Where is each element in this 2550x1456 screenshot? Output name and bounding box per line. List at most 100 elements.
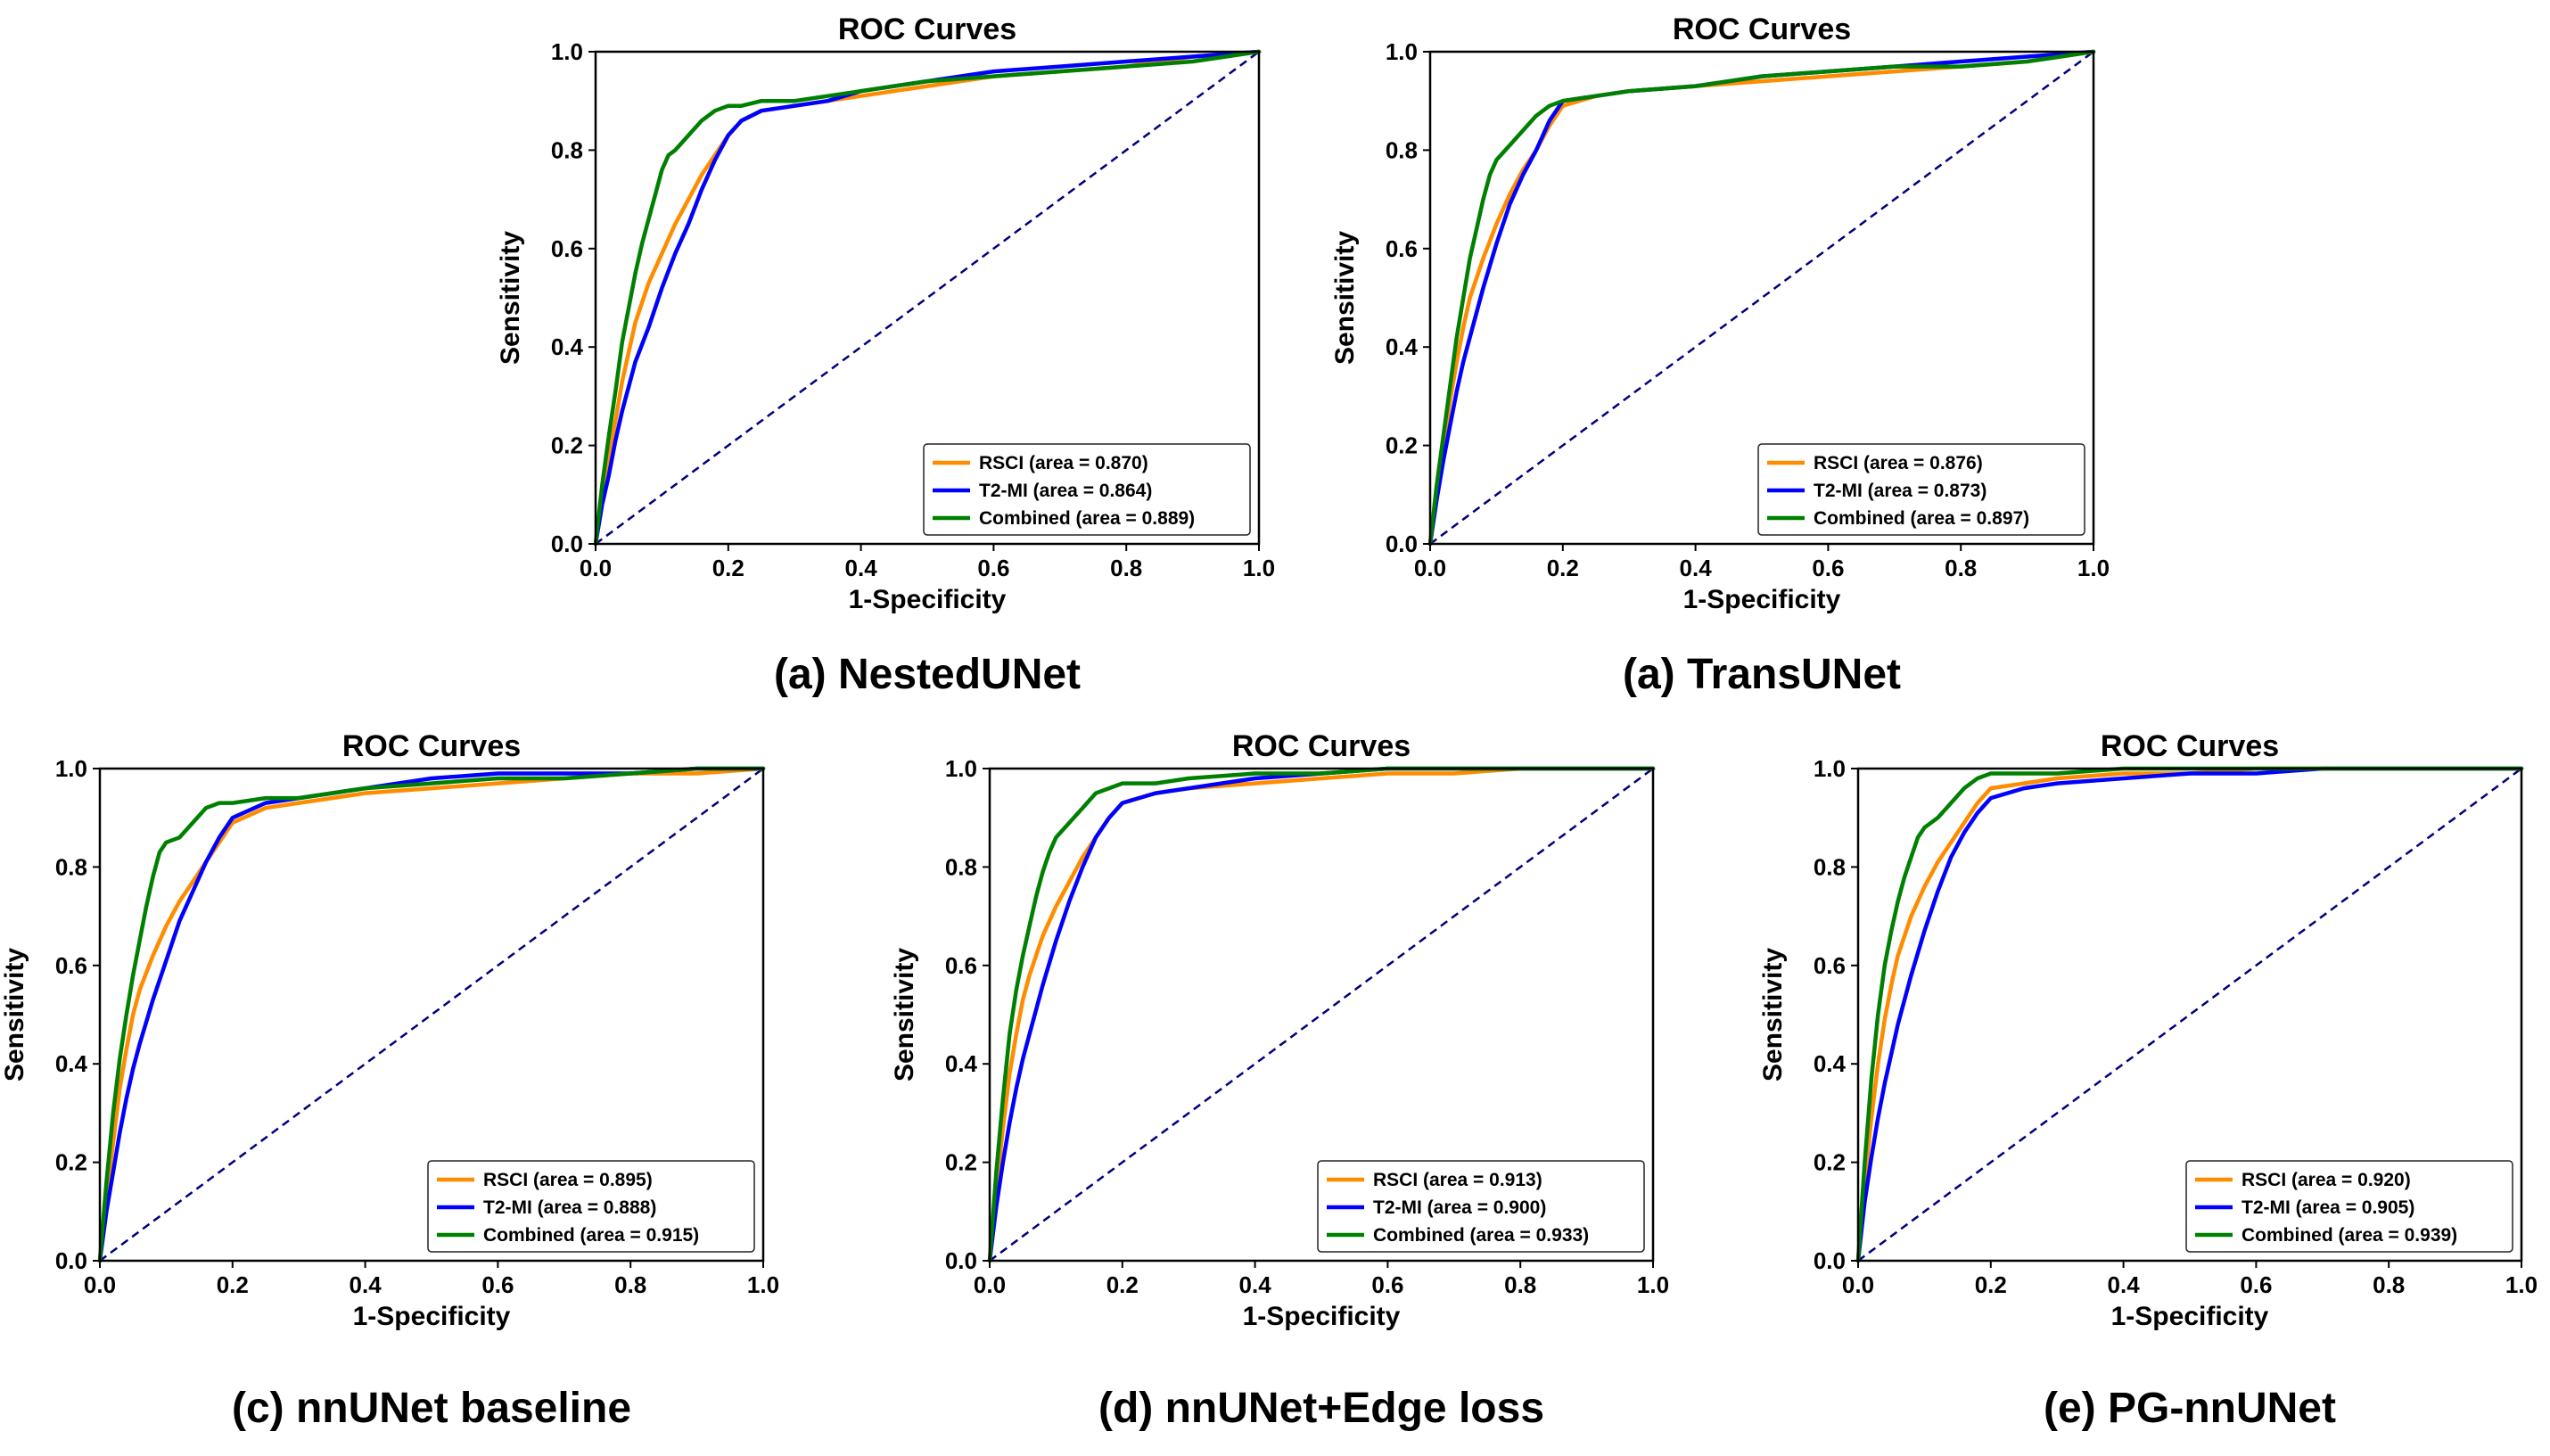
roc-series-line xyxy=(1427,49,2096,547)
chart-title: ROC Curves xyxy=(838,12,1016,46)
roc-panel: 0.0 0.2 0.4 0.6 0.8 1.0 0.0 0.2 0.4 0.6 0.8 1.0 ROC … xyxy=(0,729,779,1432)
y-tick-label: 0.2 xyxy=(551,432,583,459)
x-tick-label: 0.8 xyxy=(614,1271,646,1298)
x-axis-label: 1-Specificity xyxy=(2111,1302,2269,1331)
x-tick-label: 0.4 xyxy=(845,555,878,581)
x-tick-label: 0.8 xyxy=(1110,555,1142,581)
y-tick-label: 0.8 xyxy=(551,136,583,163)
x-tick-label: 0.6 xyxy=(2240,1271,2272,1298)
y-tick-label: 0.6 xyxy=(55,952,87,979)
x-tick-label: 0.2 xyxy=(1106,1271,1139,1298)
legend: RSCI (area = 0.870) T2-MI (area = 0.864) C… xyxy=(923,443,1251,536)
plot-frame xyxy=(594,50,1261,546)
legend: RSCI (area = 0.895) T2-MI (area = 0.888) C… xyxy=(427,1160,755,1253)
x-tick-label: 1.0 xyxy=(1637,1271,1669,1298)
chart-title: ROC Curves xyxy=(342,729,521,763)
x-tick-label: 0.6 xyxy=(481,1271,514,1298)
legend-entry-label: RSCI (area = 0.913) xyxy=(1373,1170,1542,1190)
x-tick-label: 0.2 xyxy=(712,555,744,581)
legend-box xyxy=(1317,1160,1645,1253)
roc-panel: 0.0 0.2 0.4 0.6 0.8 1.0 0.0 0.2 0.4 0.6 0.8 1.0 ROC … xyxy=(496,12,1275,698)
y-tick-label: 0.6 xyxy=(1386,235,1418,262)
roc-panel: 0.0 0.2 0.4 0.6 0.8 1.0 0.0 0.2 0.4 0.6 0.8 1.0 ROC … xyxy=(1330,12,2110,698)
x-tick-label: 0.0 xyxy=(1842,1271,1874,1298)
y-tick-label: 0.4 xyxy=(551,333,584,360)
x-tick-label: 0.0 xyxy=(974,1271,1006,1298)
x-axis-label: 1-Specificity xyxy=(1243,1302,1401,1331)
x-tick-label: 0.6 xyxy=(1371,1271,1403,1298)
y-tick-label: 1.0 xyxy=(1814,755,1846,782)
x-tick-label: 0.6 xyxy=(977,555,1009,581)
y-tick-label: 0.0 xyxy=(551,531,583,557)
y-tick-label: 1.0 xyxy=(1386,38,1418,65)
y-tick-label: 0.4 xyxy=(55,1050,88,1077)
legend-box xyxy=(923,443,1251,536)
x-tick-label: 0.8 xyxy=(1504,1271,1536,1298)
x-tick-label: 1.0 xyxy=(747,1271,779,1298)
y-axis-label: Sensitivity xyxy=(890,948,919,1082)
x-axis-label: 1-Specificity xyxy=(353,1302,511,1331)
roc-series-line xyxy=(593,49,1262,547)
y-axis-label: Sensitivity xyxy=(0,948,29,1082)
y-tick-label: 0.4 xyxy=(1814,1050,1847,1077)
x-axis-label: 1-Specificity xyxy=(1683,585,1841,614)
chance-diagonal-line xyxy=(99,767,764,1263)
y-axis-label: Sensitivity xyxy=(1330,231,1360,365)
legend-entry-label: T2-MI (area = 0.900) xyxy=(1373,1197,1546,1218)
y-tick-label: 0.8 xyxy=(945,853,977,880)
panel-caption: (a) TransUNet xyxy=(1623,651,1901,698)
panel-caption: (c) nnUNet baseline xyxy=(232,1385,631,1432)
y-tick-label: 1.0 xyxy=(551,38,583,65)
y-tick-label: 0.0 xyxy=(1814,1247,1846,1274)
y-tick-label: 0.2 xyxy=(1814,1149,1846,1176)
y-tick-label: 1.0 xyxy=(945,755,977,782)
roc-panel: 0.0 0.2 0.4 0.6 0.8 1.0 0.0 0.2 0.4 0.6 0.8 1.0 ROC … xyxy=(1758,729,2538,1432)
y-tick-label: 0.2 xyxy=(945,1149,977,1176)
legend-entry-label: RSCI (area = 0.920) xyxy=(2242,1170,2411,1190)
chart-title: ROC Curves xyxy=(1232,729,1411,763)
y-tick-label: 0.0 xyxy=(55,1247,87,1274)
x-tick-label: 0.6 xyxy=(1812,555,1844,581)
x-tick-label: 0.0 xyxy=(1414,555,1446,581)
legend-box xyxy=(2185,1160,2513,1253)
y-axis-label: Sensitivity xyxy=(1758,948,1788,1082)
x-tick-label: 0.4 xyxy=(1680,555,1713,581)
legend-entry-label: T2-MI (area = 0.864) xyxy=(979,481,1152,501)
legend: RSCI (area = 0.913) T2-MI (area = 0.900) C… xyxy=(1317,1160,1645,1253)
y-tick-label: 0.2 xyxy=(1386,432,1418,459)
y-tick-label: 0.6 xyxy=(945,952,977,979)
y-tick-label: 0.0 xyxy=(945,1247,977,1274)
x-tick-label: 0.4 xyxy=(1239,1271,1272,1298)
roc-series-line xyxy=(97,766,766,1263)
legend-entry-label: Combined (area = 0.933) xyxy=(1373,1225,1589,1246)
panel-caption: (d) nnUNet+Edge loss xyxy=(1098,1385,1544,1432)
panel-caption: (e) PG-nnUNet xyxy=(2044,1385,2336,1432)
legend-entry-label: Combined (area = 0.939) xyxy=(2242,1225,2457,1246)
x-tick-label: 1.0 xyxy=(1243,555,1275,581)
y-tick-label: 0.8 xyxy=(1814,853,1846,880)
x-tick-label: 0.8 xyxy=(1945,555,1977,581)
x-tick-label: 1.0 xyxy=(2505,1271,2538,1298)
y-tick-label: 0.4 xyxy=(1386,333,1419,360)
y-axis-label: Sensitivity xyxy=(496,231,525,365)
legend-entry-label: RSCI (area = 0.895) xyxy=(483,1170,653,1190)
plot-frame xyxy=(988,767,1655,1263)
roc-series-line xyxy=(593,49,1262,547)
y-tick-label: 0.6 xyxy=(1814,952,1846,979)
chance-diagonal-line xyxy=(989,767,1654,1263)
x-tick-label: 1.0 xyxy=(2077,555,2110,581)
legend-entry-label: Combined (area = 0.897) xyxy=(1814,508,2029,529)
legend-entry-label: RSCI (area = 0.870) xyxy=(979,453,1148,473)
x-axis-label: 1-Specificity xyxy=(849,585,1007,614)
legend-box xyxy=(427,1160,755,1253)
y-tick-label: 0.8 xyxy=(1386,136,1418,163)
y-tick-label: 0.8 xyxy=(55,853,87,880)
x-tick-label: 0.4 xyxy=(2108,1271,2141,1298)
legend: RSCI (area = 0.876) T2-MI (area = 0.873) C… xyxy=(1757,443,2085,536)
panel-caption: (a) NestedUNet xyxy=(774,651,1081,698)
legend-entry-label: T2-MI (area = 0.873) xyxy=(1814,481,1987,501)
legend-entry-label: T2-MI (area = 0.888) xyxy=(483,1197,656,1218)
legend-entry-label: T2-MI (area = 0.905) xyxy=(2242,1197,2414,1218)
x-tick-label: 0.2 xyxy=(217,1271,249,1298)
